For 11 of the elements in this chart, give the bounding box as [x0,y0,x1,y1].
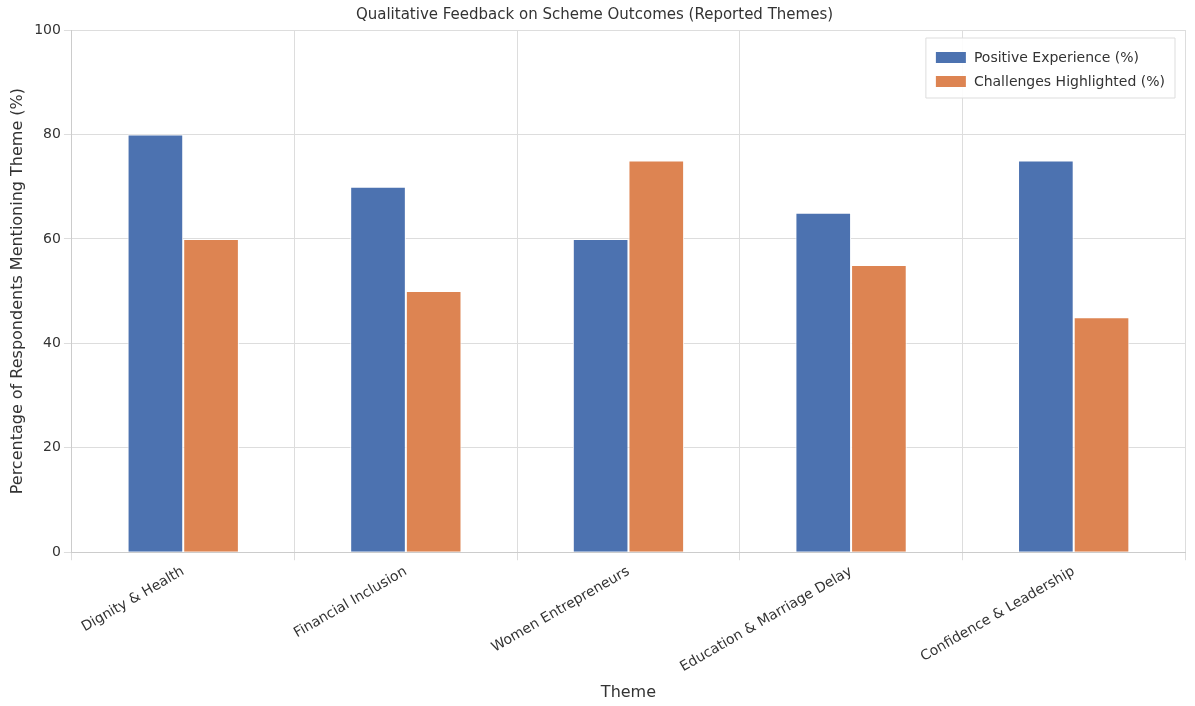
x-axis-title: Theme [599,681,657,701]
y-tick-label: 60 [43,229,61,246]
y-tick-label: 20 [43,438,61,455]
y-tick-label: 100 [34,20,61,37]
legend-label: Positive Experience (%) [973,48,1140,65]
legend-label: Challenges Highlighted (%) [973,72,1166,89]
chart-title: Qualitative Feedback on Scheme Outcomes (Reported Themes) [355,4,834,23]
y-tick-label: 80 [43,125,61,142]
y-tick-label: 40 [43,333,61,350]
y-axis-title: Percentage of Respondents Mentioning Theme (%) [6,87,26,495]
y-tick-label: 0 [52,542,61,559]
